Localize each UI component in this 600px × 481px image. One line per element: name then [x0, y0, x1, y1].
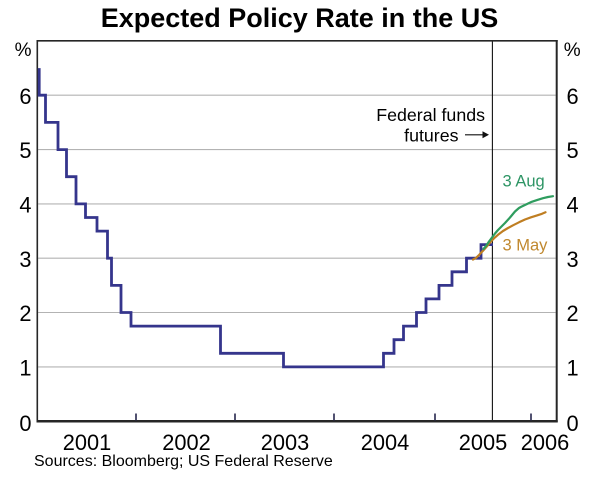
svg-text:5: 5	[567, 138, 579, 163]
svg-text:2005: 2005	[459, 430, 508, 455]
svg-text:2004: 2004	[361, 430, 410, 455]
svg-text:futures: futures	[404, 125, 458, 145]
svg-text:%: %	[15, 40, 32, 61]
svg-text:2006: 2006	[521, 430, 570, 455]
svg-text:6: 6	[19, 84, 31, 109]
svg-text:3: 3	[19, 247, 31, 272]
svg-text:1: 1	[567, 356, 579, 381]
svg-text:2002: 2002	[162, 430, 211, 455]
svg-text:3 May: 3 May	[503, 237, 549, 255]
svg-text:6: 6	[567, 84, 579, 109]
svg-text:1: 1	[19, 356, 31, 381]
svg-text:Sources: Bloomberg; US Federal: Sources: Bloomberg; US Federal Reserve	[34, 453, 333, 470]
svg-text:3: 3	[567, 247, 579, 272]
svg-text:Federal funds: Federal funds	[376, 105, 485, 125]
svg-text:5: 5	[19, 138, 31, 163]
svg-text:Expected Policy Rate in the US: Expected Policy Rate in the US	[101, 3, 499, 33]
svg-text:0: 0	[567, 411, 579, 436]
svg-text:4: 4	[567, 193, 579, 218]
svg-text:4: 4	[19, 193, 31, 218]
svg-text:2: 2	[567, 301, 579, 326]
svg-text:2003: 2003	[261, 430, 310, 455]
svg-text:%: %	[564, 40, 581, 61]
svg-text:0: 0	[19, 411, 31, 436]
svg-text:2: 2	[19, 301, 31, 326]
svg-text:3 Aug: 3 Aug	[503, 172, 545, 190]
svg-text:2001: 2001	[63, 430, 112, 455]
